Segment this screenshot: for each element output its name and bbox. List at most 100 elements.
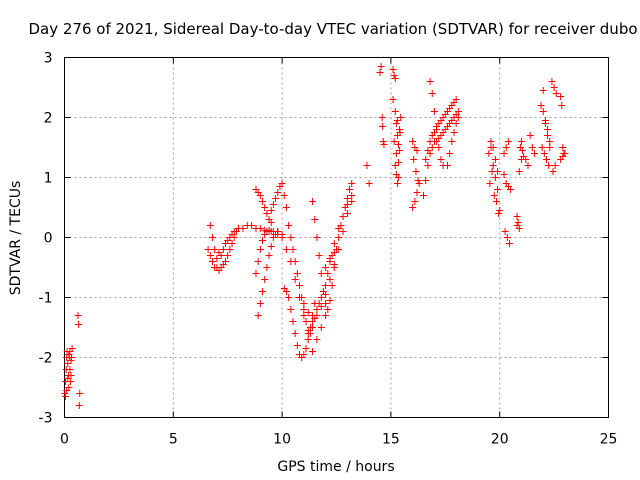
data-point: [395, 159, 403, 166]
data-point: [256, 246, 264, 253]
data-point: [267, 228, 275, 235]
data-point: [339, 213, 347, 220]
data-point: [309, 318, 317, 325]
data-point: [343, 210, 351, 217]
data-point: [454, 108, 462, 115]
data-point: [500, 171, 508, 178]
data-point: [217, 252, 225, 259]
data-point: [526, 132, 534, 139]
x-tick-label: 5: [169, 432, 178, 448]
data-point: [393, 117, 401, 124]
data-point: [339, 228, 347, 235]
data-point: [391, 75, 399, 82]
data-point: [413, 147, 421, 154]
data-point: [545, 162, 553, 169]
data-point: [206, 222, 214, 229]
data-point: [409, 138, 417, 145]
data-point: [454, 114, 462, 121]
data-point: [380, 141, 388, 148]
data-point: [317, 303, 325, 310]
data-point: [348, 198, 356, 205]
data-point: [230, 234, 238, 241]
data-point: [317, 270, 325, 277]
data-point: [324, 270, 332, 277]
data-point: [291, 330, 299, 337]
data-point: [282, 204, 290, 211]
y-tick-label: 1: [44, 171, 53, 187]
data-point: [393, 180, 401, 187]
data-point: [487, 138, 495, 145]
data-point: [335, 225, 343, 232]
data-point: [254, 258, 262, 265]
data-point: [539, 87, 547, 94]
data-point: [280, 192, 288, 199]
data-point: [75, 321, 83, 328]
data-point: [428, 144, 436, 151]
data-point: [390, 72, 398, 79]
x-tick-label: 10: [273, 432, 291, 448]
data-point: [548, 78, 556, 85]
data-point: [285, 294, 293, 301]
data-point: [391, 108, 399, 115]
data-point: [397, 114, 405, 121]
data-point: [206, 252, 214, 259]
data-point: [67, 357, 75, 364]
data-point: [379, 138, 387, 145]
data-point: [300, 312, 308, 319]
data-point: [239, 225, 247, 232]
data-point: [410, 156, 418, 163]
data-point: [256, 300, 264, 307]
data-point: [452, 96, 460, 103]
data-point: [300, 306, 308, 313]
data-point: [315, 252, 323, 259]
data-point: [377, 63, 385, 70]
data-point: [424, 162, 432, 169]
data-point: [544, 132, 552, 139]
data-point: [204, 246, 212, 253]
data-point: [300, 300, 308, 307]
data-point: [269, 201, 277, 208]
x-axis-label: GPS time / hours: [277, 459, 394, 475]
data-point: [409, 204, 417, 211]
data-point: [365, 180, 373, 187]
data-point: [265, 252, 273, 259]
data-point: [261, 204, 269, 211]
data-point: [304, 309, 312, 316]
data-point: [433, 126, 441, 133]
data-point: [452, 120, 460, 127]
data-point: [413, 189, 421, 196]
data-point: [513, 213, 521, 220]
y-tick-label: 0: [44, 231, 53, 247]
data-point: [313, 312, 321, 319]
x-tick-label: 0: [60, 432, 69, 448]
data-point: [446, 150, 454, 157]
data-point: [448, 138, 456, 145]
data-point: [550, 84, 558, 91]
data-point: [263, 264, 271, 271]
data-point: [61, 390, 69, 397]
data-point: [259, 198, 267, 205]
data-points: [61, 63, 569, 409]
data-point: [293, 342, 301, 349]
data-point: [65, 384, 73, 391]
grid: [64, 57, 609, 418]
data-point: [519, 147, 527, 154]
data-point: [335, 234, 343, 241]
data-point: [64, 360, 72, 367]
data-point: [348, 180, 356, 187]
data-point: [528, 144, 536, 151]
data-point: [343, 195, 351, 202]
x-axis-ticks: 0 5 10 15 20 25: [60, 57, 618, 448]
data-point: [546, 138, 554, 145]
data-point: [557, 93, 565, 100]
data-point: [517, 138, 525, 145]
y-tick-label: -1: [39, 291, 53, 307]
x-tick-label: 25: [600, 432, 618, 448]
data-point: [501, 228, 509, 235]
data-point: [524, 162, 532, 169]
data-point: [490, 192, 498, 199]
data-point: [549, 168, 557, 175]
data-point: [211, 246, 219, 253]
data-point: [326, 297, 334, 304]
